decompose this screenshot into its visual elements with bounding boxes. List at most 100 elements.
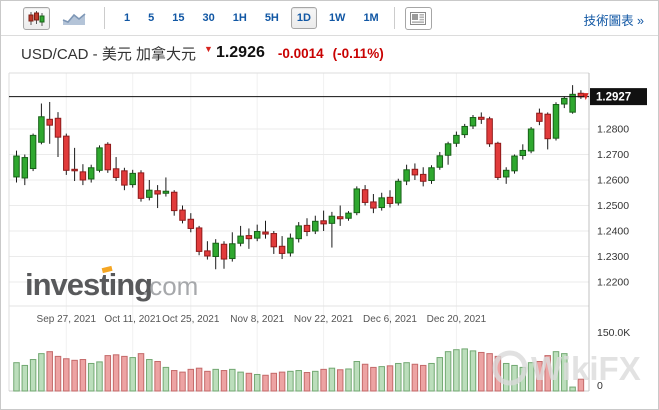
volume-bar [121, 355, 128, 392]
volume-bar [21, 364, 29, 392]
x-tick-label: Nov 8, 2021 [230, 314, 284, 325]
candle-body [21, 157, 29, 179]
candle-body [411, 168, 419, 176]
candle-body [461, 125, 468, 136]
candle-body [96, 147, 103, 171]
price-down-arrow-icon: ▼ [204, 44, 213, 54]
candle-body [511, 155, 518, 172]
candle-body [112, 168, 120, 178]
volume-bar [328, 367, 336, 392]
volume-bar [461, 348, 468, 392]
candle-body [303, 224, 311, 233]
volume-bar [353, 361, 361, 392]
candle-body [63, 135, 70, 171]
x-tick-label: Dec 6, 2021 [363, 314, 417, 325]
volume-bar [187, 368, 195, 392]
volume-bar [54, 355, 62, 392]
timeframe-30[interactable]: 30 [202, 12, 215, 24]
candle-body [162, 190, 170, 194]
candle-body [419, 173, 427, 182]
timeframe-1d[interactable]: 1D [290, 7, 317, 29]
timeframe-1m[interactable]: 1M [363, 12, 379, 24]
timeframe-1[interactable]: 1 [124, 12, 131, 24]
candle-body [502, 169, 510, 178]
candlestick-chart-button[interactable] [23, 6, 50, 30]
volume-bar [195, 367, 203, 392]
chart-plot-area[interactable]: Sep 27, 2021 Oct 11, 2021 Oct 25, 2021 Nov … [1, 71, 659, 410]
volume-bar [336, 369, 344, 392]
candle-body [395, 180, 402, 204]
candle-body [179, 209, 186, 221]
volume-bar [469, 350, 477, 392]
volume-bar [436, 357, 444, 392]
candle-body [370, 201, 377, 209]
volume-bar [287, 370, 294, 392]
volume-bar [137, 353, 145, 392]
price-change-percent: (-0.11%) [332, 45, 384, 61]
volume-bar [486, 353, 493, 392]
volume-bar [46, 351, 53, 392]
volume-bar [345, 368, 352, 392]
candle-body [13, 155, 20, 178]
candle-body [129, 172, 136, 186]
candle-body [386, 196, 394, 204]
x-tick-label: Oct 25, 2021 [162, 314, 220, 325]
news-panel-button[interactable] [404, 6, 432, 30]
instrument-title: USD/CAD - 美元 加拿大元 [21, 45, 197, 63]
candle-body [320, 220, 327, 225]
volume-bar [38, 353, 45, 392]
candle-body [287, 237, 294, 254]
investing-watermark: investing.com [25, 265, 198, 302]
timeframe-1w[interactable]: 1W [328, 12, 346, 24]
volume-bar [278, 371, 286, 392]
volume-bar [320, 368, 327, 392]
timeframe-5[interactable]: 5 [148, 12, 155, 24]
volume-bar [71, 359, 78, 392]
volume-bar [63, 358, 70, 392]
volume-bar [295, 370, 302, 392]
volume-bar [29, 359, 37, 392]
candle-body [187, 218, 195, 229]
volume-bar [129, 357, 136, 392]
candle-body [544, 113, 551, 140]
volume-bar [536, 361, 543, 392]
candle-body [121, 170, 128, 186]
candle-body [270, 233, 278, 248]
instrument-header: USD/CAD - 美元 加拿大元 ▼ 1.2926 -0.0014 (-0.1… [1, 37, 658, 69]
volume-bar [386, 365, 394, 392]
volume-bar [204, 370, 211, 392]
volume-bar [395, 362, 402, 392]
x-tick-label: Dec 20, 2021 [427, 314, 487, 325]
candle-body [195, 227, 203, 252]
candle-body [469, 117, 477, 127]
volume-bar [561, 353, 568, 392]
line-chart-button[interactable] [58, 6, 90, 30]
y-tick-label: 1.2200 [597, 277, 629, 289]
timeframe-15[interactable]: 15 [172, 12, 185, 24]
y-axis: 1.2800 1.2700 1.2600 1.2500 1.2400 1.2300 1.22… [9, 124, 630, 392]
candle-body [54, 117, 62, 138]
candle-body [79, 171, 87, 181]
candle-body [345, 212, 352, 219]
price-chart-svg[interactable]: Sep 27, 2021 Oct 11, 2021 Oct 25, 2021 Nov … [1, 71, 659, 410]
volume-zero-label: 0 [597, 380, 603, 392]
last-price-marker-icon [583, 93, 589, 101]
toolbar-divider [104, 7, 105, 29]
candle-body [212, 242, 219, 258]
candle-body [104, 143, 112, 171]
svg-text:investing: investing [25, 267, 152, 302]
candle-body [453, 134, 460, 144]
volume-bar [453, 349, 460, 392]
volume-bars [13, 348, 585, 392]
volume-bar [478, 351, 485, 392]
timeframe-1h[interactable]: 1H [232, 12, 247, 24]
timeframe-5h[interactable]: 5H [264, 12, 279, 24]
candle-body [527, 128, 535, 152]
volume-bar [162, 366, 170, 392]
volume-bar [312, 370, 319, 392]
candlestick-icon [28, 10, 45, 26]
candle-body [29, 134, 37, 170]
technical-chart-link[interactable]: 技術圖表 » [583, 14, 644, 28]
wikifx-watermark: WikiFX [492, 350, 641, 387]
candle-body [552, 104, 560, 139]
